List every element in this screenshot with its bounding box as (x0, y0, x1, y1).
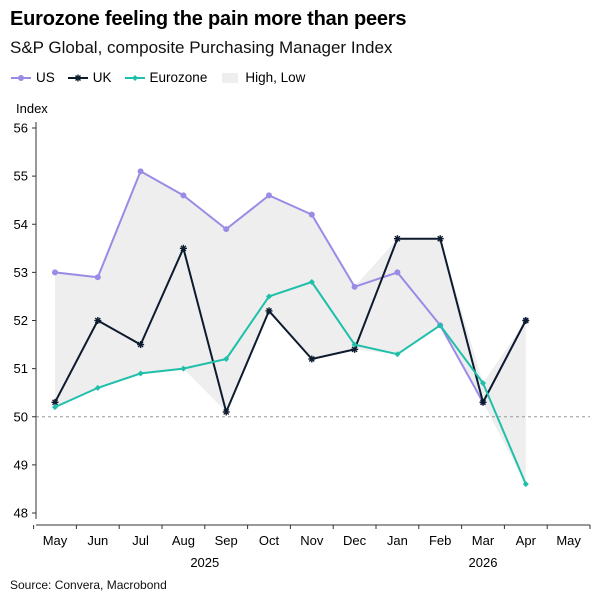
eurozone-data-point (522, 481, 529, 488)
year-label: 2025 (190, 555, 219, 570)
legend-item-uk: UK (67, 70, 112, 85)
high-low-band-icon (222, 72, 239, 83)
us-data-point (137, 168, 144, 175)
uk-data-point (393, 235, 401, 243)
x-tick-label: Nov (300, 533, 324, 548)
eurozone-data-point (308, 279, 315, 285)
y-tick-label: 51 (14, 361, 28, 376)
uk-line-star-icon (67, 74, 88, 81)
x-tick-label: Mar (472, 533, 495, 548)
eurozone-data-point (351, 341, 358, 348)
y-tick-label: 49 (14, 457, 28, 472)
us-data-point (351, 283, 358, 290)
eurozone-data-point (52, 404, 58, 411)
us-series-line (54, 170, 527, 404)
us-data-point (308, 211, 315, 218)
uk-data-point (265, 307, 273, 315)
eurozone-line-diamond-icon (124, 74, 145, 81)
x-tick-label: Sep (215, 533, 238, 548)
high-low-band-area (55, 171, 526, 485)
eurozone-data-point (394, 351, 401, 358)
source-note: Source: Convera, Macrobond (10, 578, 167, 592)
y-tick-label: 50 (14, 409, 28, 424)
legend-label-high-low: High, Low (245, 70, 306, 85)
legend-item-us: US (10, 70, 55, 85)
x-tick-label: Dec (343, 533, 367, 548)
eurozone-data-point (480, 380, 486, 387)
legend-label-us: US (36, 70, 55, 85)
us-data-point (394, 269, 401, 276)
series-lines (51, 168, 530, 488)
legend-label-uk: UK (92, 70, 112, 85)
uk-data-point (522, 317, 530, 324)
eurozone-series-line (54, 281, 527, 485)
eurozone-data-point (266, 293, 272, 300)
y-tick-label: 55 (14, 169, 28, 184)
legend-item-high-low: High, Low (219, 70, 305, 85)
uk-data-point (222, 408, 230, 416)
year-label: 2026 (469, 555, 498, 570)
chart-legend: US UK Eurozone High, Low (10, 70, 317, 85)
x-tick-label: Jun (87, 533, 108, 548)
eurozone-data-point (437, 322, 444, 329)
uk-data-point (436, 235, 444, 243)
legend-item-eurozone: Eurozone (124, 70, 208, 85)
us-data-point (223, 226, 230, 233)
x-tick-label: Aug (172, 533, 195, 548)
uk-data-point (94, 317, 102, 324)
y-tick-label: 56 (14, 121, 28, 136)
uk-data-point (179, 244, 187, 252)
us-data-point (94, 274, 101, 281)
eurozone-data-point (94, 384, 101, 391)
us-data-point (52, 269, 58, 276)
x-tick-label: Feb (429, 533, 451, 548)
y-tick-label: 54 (14, 217, 28, 232)
legend-label-eurozone: Eurozone (149, 70, 208, 85)
y-tick-label: 53 (14, 265, 28, 280)
uk-data-point (479, 398, 487, 406)
x-tick-label: May (556, 533, 581, 548)
x-tick-label: Jul (132, 533, 149, 548)
y-tick-label: 52 (14, 313, 28, 328)
x-tick-label: Apr (516, 533, 537, 548)
x-tick-label: Oct (259, 533, 280, 548)
eurozone-data-point (223, 356, 230, 362)
chart-title: Eurozone feeling the pain more than peer… (10, 8, 407, 30)
y-tick-label: 48 (14, 506, 28, 521)
uk-series-line (54, 237, 527, 413)
axes (32, 122, 591, 529)
uk-data-point (137, 341, 145, 349)
uk-data-point (308, 355, 316, 363)
high-low-band (55, 171, 526, 485)
chart-subtitle: S&P Global, composite Purchasing Manager… (10, 38, 393, 57)
us-line-dot-icon (11, 74, 31, 81)
eurozone-data-point (180, 365, 187, 372)
eurozone-data-point (137, 370, 144, 377)
y-axis-title: Index (16, 101, 48, 116)
us-data-point (266, 192, 272, 199)
tick-labels: 48 49 50 51 52 53 54 55 56 May Jun Jul Aug Sep Oct Nov D… (14, 121, 582, 571)
us-data-point (180, 192, 187, 199)
x-tick-label: May (43, 533, 68, 548)
x-tick-label: Jan (387, 533, 408, 548)
